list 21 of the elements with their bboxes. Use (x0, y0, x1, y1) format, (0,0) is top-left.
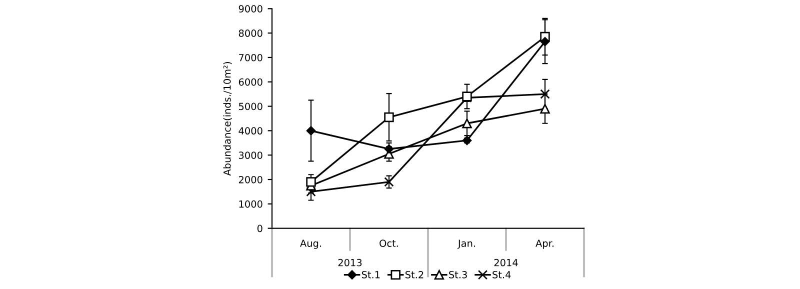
legend-label: St.1 (362, 271, 380, 278)
y-tick-label: 1000 (239, 200, 262, 208)
y-tick-label: 7000 (239, 54, 262, 62)
y-axis-title: Abundance(inds./10m²) (223, 62, 232, 176)
y-tick-label: 4000 (238, 127, 262, 135)
legend-label: St.2 (405, 271, 424, 278)
legend-label: St.3 (449, 271, 467, 278)
y-tick-label: 5000 (238, 102, 262, 110)
y-tick-label: 3000 (238, 152, 262, 159)
y-tick-label: 0 (257, 224, 262, 232)
text: 2014 (494, 258, 518, 266)
y-tick-label: 6000 (238, 78, 262, 86)
legend-label: St.4 (492, 271, 511, 278)
x-tick-label: Jan. (457, 240, 475, 249)
x-tick-label: Apr. (536, 240, 554, 249)
text: 2013 (338, 258, 362, 266)
x-tick-label: Oct. (380, 240, 398, 247)
y-tick-label: 9000 (238, 5, 262, 12)
y-tick-label: 8000 (238, 30, 262, 37)
x-tick-label: Aug. (300, 240, 321, 249)
y-tick-label: 2000 (238, 176, 262, 184)
